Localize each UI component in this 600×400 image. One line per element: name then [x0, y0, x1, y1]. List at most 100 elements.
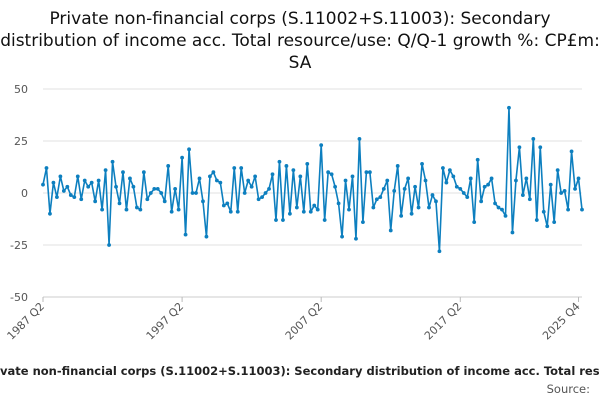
data-point: [458, 186, 463, 191]
data-point: [274, 218, 278, 222]
legend-label: Private non-financial corps (S.11002+S.1…: [0, 364, 600, 378]
y-tick-label: -50: [10, 291, 28, 304]
data-point: [538, 145, 543, 150]
data-point: [281, 218, 285, 222]
data-point: [308, 209, 313, 214]
data-point: [228, 209, 233, 214]
data-point: [169, 209, 174, 214]
data-point: [103, 168, 108, 173]
data-point: [152, 186, 157, 191]
data-point: [374, 197, 379, 202]
data-point: [145, 197, 150, 202]
data-point: [580, 207, 584, 212]
data-point: [225, 201, 230, 206]
data-point: [61, 189, 66, 193]
data-point: [159, 191, 164, 195]
data-point: [531, 137, 536, 141]
data-point: [117, 201, 122, 206]
data-point: [371, 205, 376, 210]
data-point: [48, 211, 52, 216]
data-point: [239, 166, 244, 170]
data-point: [44, 166, 49, 170]
data-point: [489, 176, 494, 181]
y-tick-label: -25: [10, 239, 28, 252]
data-point: [82, 178, 87, 183]
data-point: [423, 178, 428, 183]
data-point: [187, 147, 191, 152]
data-point: [134, 205, 139, 210]
data-point: [343, 178, 348, 183]
data-point: [312, 203, 317, 208]
data-point: [482, 184, 487, 189]
data-point: [322, 218, 327, 222]
data-point: [437, 249, 442, 254]
data-point: [364, 170, 369, 175]
data-point: [350, 174, 355, 179]
chart-title: Private non-financial corps (S.11002+S.1…: [0, 9, 600, 73]
data-point: [183, 232, 188, 237]
data-point: [514, 178, 518, 183]
x-tick-label: 1987 Q2: [5, 300, 48, 343]
data-point: [329, 172, 334, 177]
data-point: [96, 178, 101, 183]
data-point: [221, 203, 226, 208]
data-point: [527, 197, 532, 202]
data-point: [155, 186, 160, 191]
data-point: [197, 176, 202, 181]
data-point: [270, 172, 275, 177]
data-point: [493, 201, 497, 206]
data-point: [573, 186, 577, 191]
data-point: [100, 207, 105, 212]
data-point: [409, 211, 414, 216]
data-point: [427, 205, 431, 210]
data-point: [301, 209, 306, 214]
data-point: [131, 184, 136, 189]
data-point: [395, 164, 400, 168]
data-point: [315, 207, 320, 212]
data-point: [218, 180, 223, 185]
data-point: [541, 209, 546, 214]
data-point: [416, 205, 421, 210]
data-point: [263, 191, 268, 195]
data-point: [79, 197, 84, 202]
gridlines: [43, 88, 582, 298]
data-point: [545, 224, 550, 229]
data-point: [444, 180, 449, 185]
data-point: [552, 220, 557, 225]
data-point: [399, 213, 404, 218]
x-tick-label: 1997 Q2: [144, 300, 187, 343]
data-point: [138, 207, 143, 212]
data-point: [242, 191, 247, 195]
data-point: [559, 191, 564, 195]
data-point: [569, 149, 574, 154]
data-point: [451, 174, 456, 179]
data-point: [361, 220, 365, 225]
data-point: [124, 207, 129, 212]
data-point: [340, 234, 344, 239]
data-point: [305, 161, 310, 166]
data-point: [420, 161, 424, 166]
data-point: [141, 170, 146, 175]
data-point: [232, 166, 237, 170]
data-point: [208, 174, 212, 179]
data-point: [357, 137, 362, 141]
data-point: [336, 201, 341, 206]
data-point: [333, 184, 337, 189]
data-point: [211, 170, 216, 175]
data-point: [58, 174, 63, 179]
x-tick-label: 2025 Q4: [540, 300, 583, 343]
data-point: [378, 195, 383, 200]
data-point: [298, 174, 303, 179]
data-point: [148, 191, 153, 195]
legend: Private non-financial corps (S.11002+S.1…: [0, 364, 600, 380]
data-point: [204, 234, 209, 239]
data-point: [55, 195, 59, 200]
data-point: [510, 230, 515, 235]
data-point: [89, 180, 94, 185]
data-point: [434, 199, 438, 204]
data-point: [235, 209, 240, 214]
data-point: [176, 207, 181, 212]
data-point: [107, 243, 111, 247]
